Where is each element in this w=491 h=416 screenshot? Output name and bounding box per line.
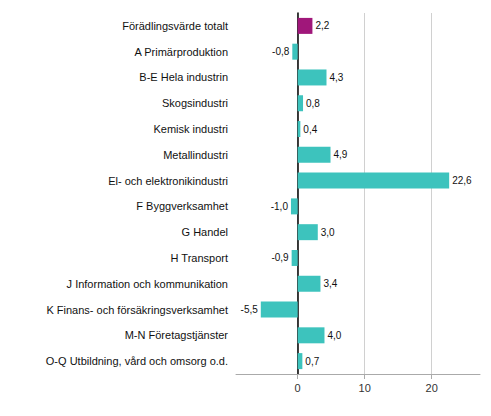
svg-text:22,6: 22,6: [452, 175, 472, 186]
svg-text:-0,8: -0,8: [272, 46, 290, 57]
svg-text:0,4: 0,4: [303, 124, 317, 135]
svg-text:Skogsindustri: Skogsindustri: [162, 97, 228, 109]
svg-text:-5,5: -5,5: [241, 304, 259, 315]
svg-text:F Byggverksamhet: F Byggverksamhet: [136, 200, 228, 212]
svg-text:-0,9: -0,9: [271, 252, 289, 263]
svg-text:M-N Företagstjänster: M-N Företagstjänster: [125, 329, 229, 341]
svg-text:3,0: 3,0: [321, 227, 335, 238]
svg-text:J Information och kommunikatio: J Information och kommunikation: [67, 278, 228, 290]
svg-text:B-E Hela industrin: B-E Hela industrin: [139, 71, 228, 83]
svg-text:10: 10: [359, 382, 371, 394]
svg-text:Kemisk industri: Kemisk industri: [153, 123, 228, 135]
svg-text:3,4: 3,4: [323, 278, 337, 289]
svg-text:4,9: 4,9: [334, 149, 348, 160]
svg-text:0: 0: [295, 382, 301, 394]
svg-text:K Finans- och försäkringsverks: K Finans- och försäkringsverksamhet: [46, 304, 228, 316]
svg-text:Förädlingsvärde totalt: Förädlingsvärde totalt: [122, 20, 228, 32]
svg-text:Metallindustri: Metallindustri: [163, 149, 228, 161]
svg-text:4,3: 4,3: [329, 72, 343, 83]
svg-text:H Transport: H Transport: [171, 252, 228, 264]
svg-text:G Handel: G Handel: [182, 226, 228, 238]
svg-text:20: 20: [426, 382, 438, 394]
svg-text:O-Q Utbildning, vård och omsor: O-Q Utbildning, vård och omsorg o.d.: [46, 355, 228, 367]
svg-text:0,8: 0,8: [306, 98, 320, 109]
svg-text:0,7: 0,7: [305, 356, 319, 367]
svg-text:-1,0: -1,0: [271, 201, 289, 212]
svg-text:2,2: 2,2: [315, 20, 329, 31]
svg-text:El- och elektronikindustri: El- och elektronikindustri: [108, 175, 228, 187]
svg-text:A Primärproduktion: A Primärproduktion: [134, 46, 228, 58]
svg-text:4,0: 4,0: [327, 330, 341, 341]
